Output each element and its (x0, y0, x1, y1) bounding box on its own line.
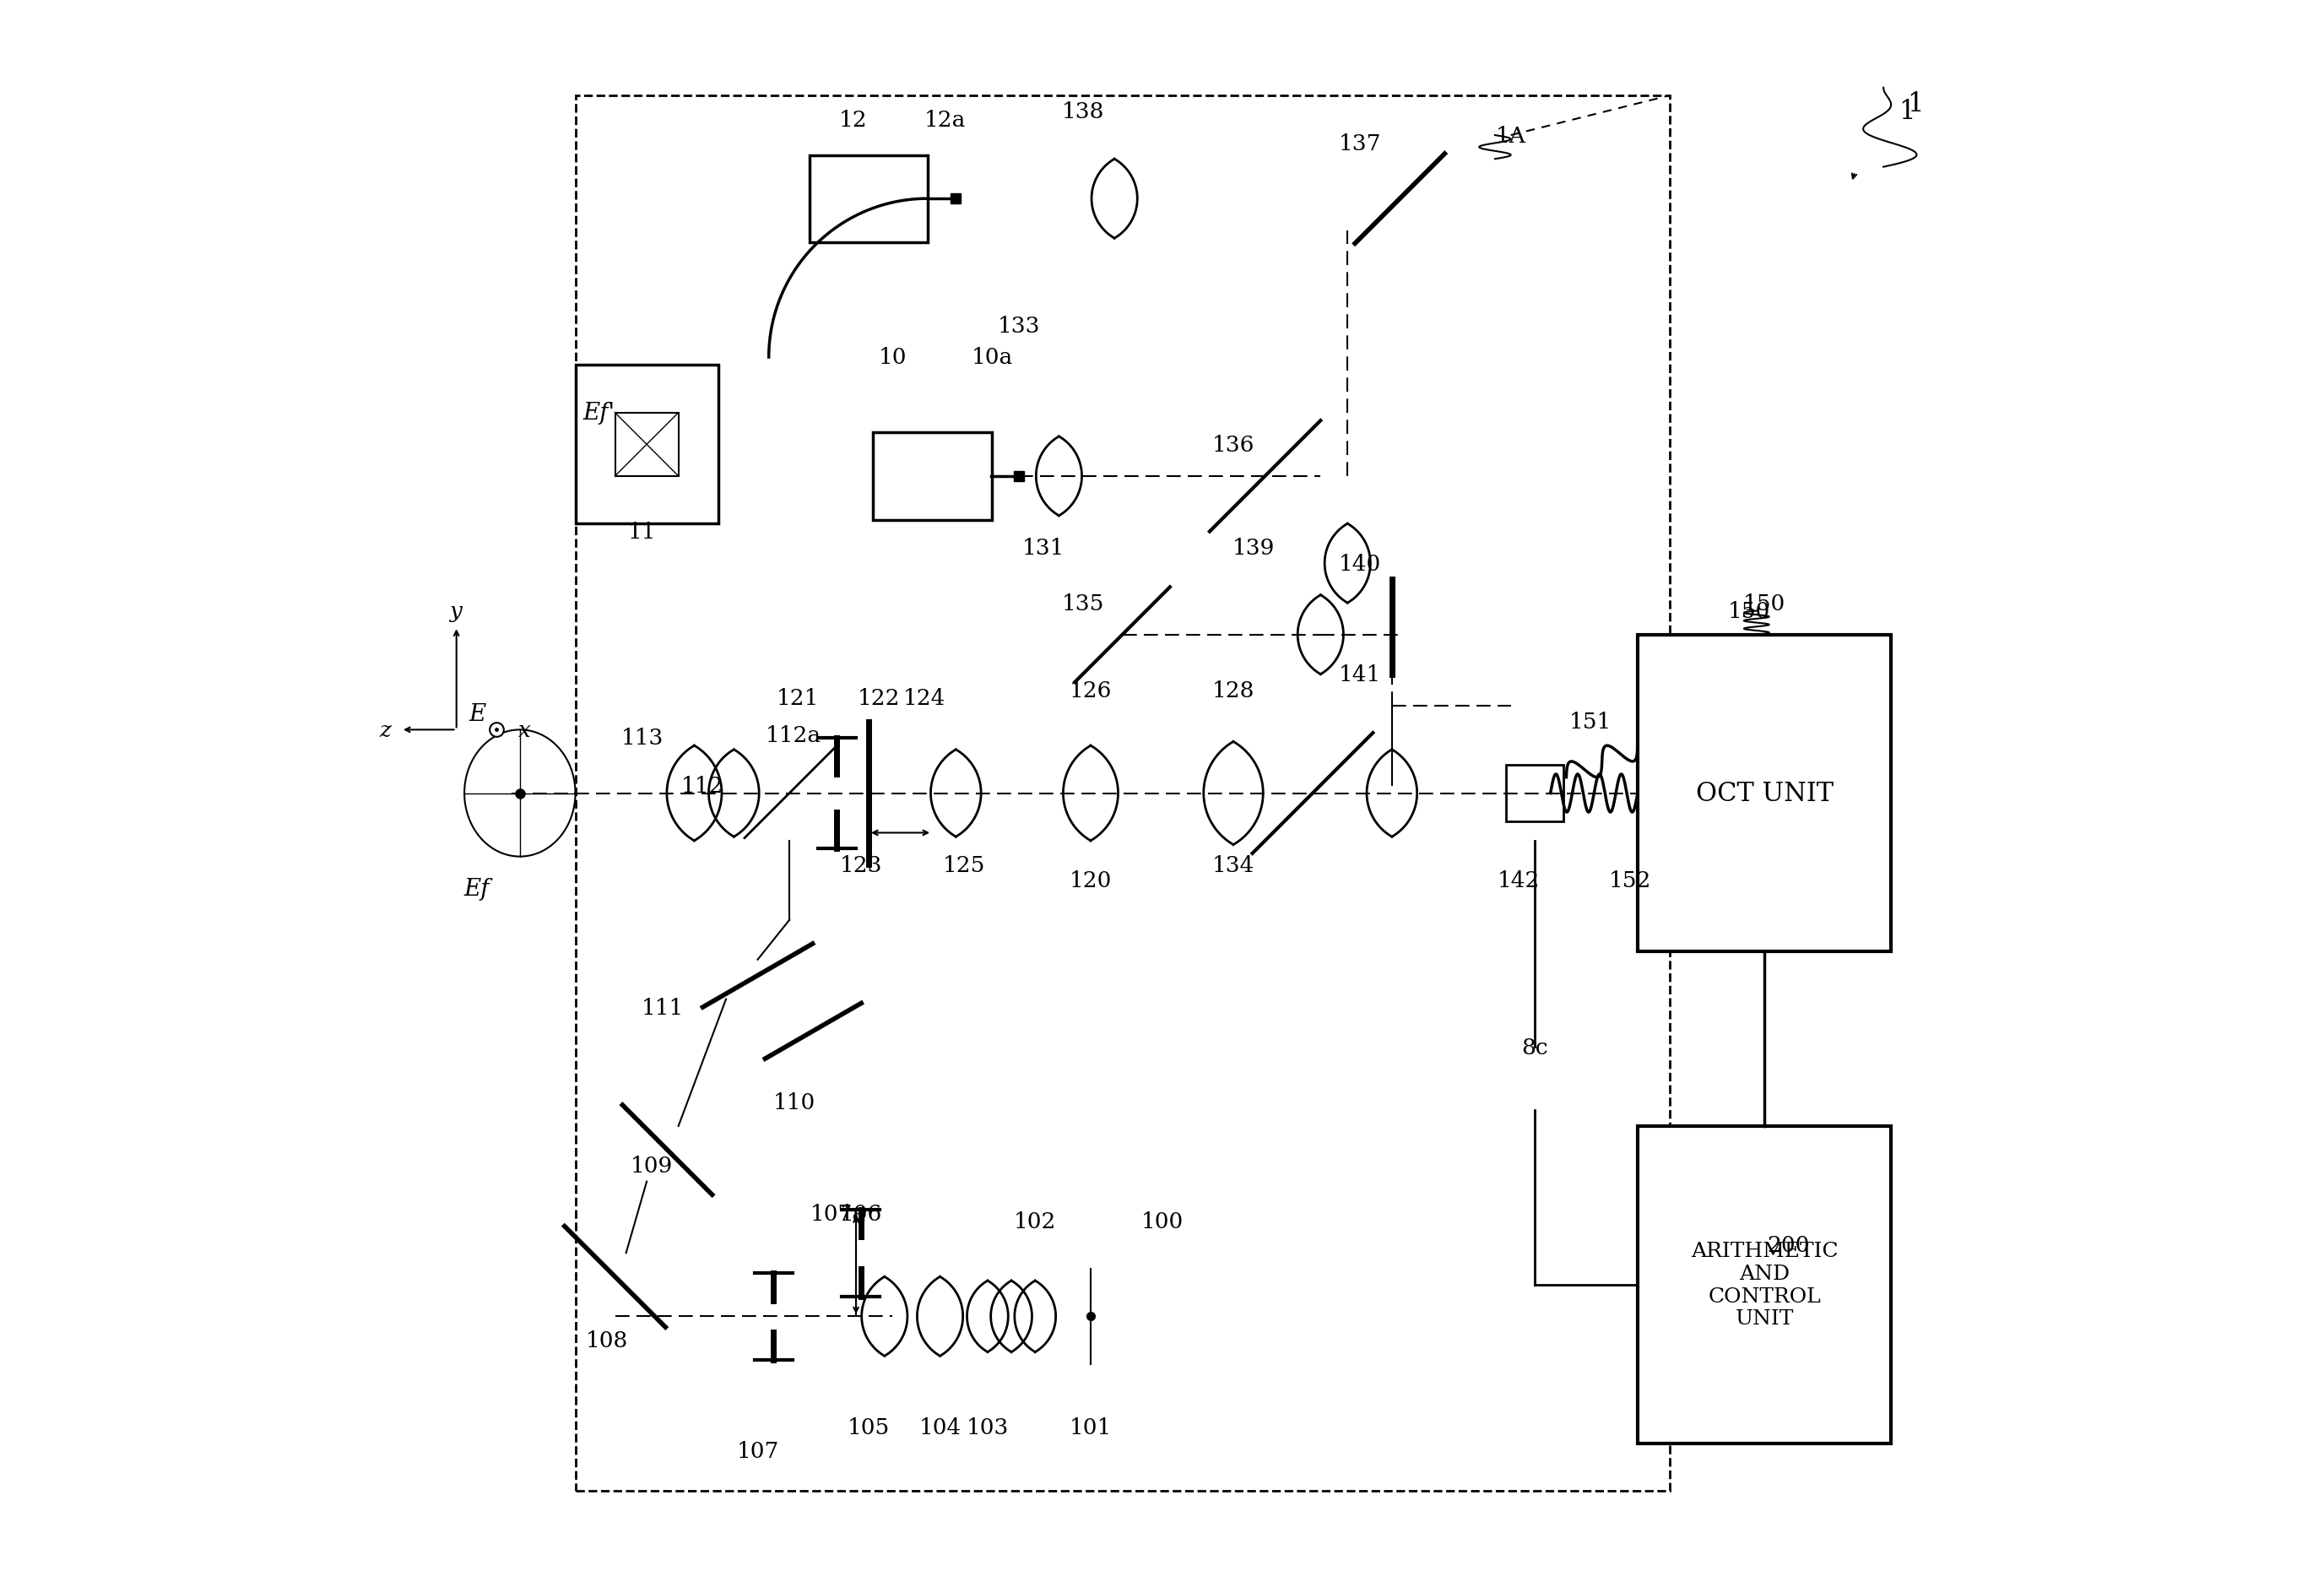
Text: 140: 140 (1339, 554, 1380, 574)
Text: 124: 124 (904, 687, 946, 709)
Text: Ef: Ef (465, 878, 490, 900)
Text: 136: 136 (1213, 435, 1255, 455)
Text: 121: 121 (776, 687, 818, 709)
Text: y: y (451, 601, 462, 622)
FancyBboxPatch shape (616, 413, 679, 476)
Text: OCT UNIT: OCT UNIT (1697, 781, 1834, 806)
Text: 10a: 10a (971, 348, 1013, 368)
Text: 135: 135 (1062, 594, 1104, 614)
Text: ARITHMETIC
AND
CONTROL
UNIT: ARITHMETIC AND CONTROL UNIT (1692, 1241, 1838, 1328)
Text: 12: 12 (839, 110, 867, 130)
Text: E: E (469, 703, 486, 725)
Text: 131: 131 (1023, 538, 1064, 559)
Text: 113: 113 (621, 727, 662, 749)
Text: 123: 123 (839, 854, 883, 876)
Text: 151: 151 (1569, 711, 1611, 733)
Text: 125: 125 (944, 854, 985, 876)
Text: z: z (379, 719, 390, 741)
Text: 1: 1 (1908, 90, 1924, 117)
FancyBboxPatch shape (1638, 1127, 1892, 1443)
Text: 133: 133 (997, 316, 1041, 336)
Text: 138: 138 (1062, 102, 1104, 122)
FancyBboxPatch shape (1638, 635, 1892, 952)
Text: 141: 141 (1339, 663, 1380, 686)
Text: 104: 104 (918, 1417, 962, 1438)
FancyBboxPatch shape (1506, 765, 1564, 822)
Text: 10: 10 (878, 348, 906, 368)
Text: 110: 110 (774, 1092, 816, 1112)
Text: 101: 101 (1069, 1417, 1111, 1438)
FancyBboxPatch shape (872, 433, 992, 521)
Text: 11: 11 (627, 522, 655, 543)
Text: 112a: 112a (765, 724, 820, 746)
Text: 108: 108 (586, 1330, 627, 1351)
Text: 107: 107 (737, 1441, 779, 1462)
Text: 150: 150 (1727, 601, 1771, 622)
Text: 111: 111 (641, 997, 683, 1017)
Text: 134: 134 (1213, 854, 1255, 876)
Text: 150: 150 (1743, 594, 1785, 614)
Text: 12a: 12a (925, 110, 967, 130)
FancyBboxPatch shape (809, 156, 927, 243)
Text: 1: 1 (1899, 98, 1915, 125)
Text: 105: 105 (848, 1417, 890, 1438)
Text: 102: 102 (1013, 1211, 1057, 1232)
FancyBboxPatch shape (576, 365, 718, 524)
Text: 152: 152 (1608, 870, 1650, 892)
Text: 142: 142 (1497, 870, 1541, 892)
Text: 106: 106 (839, 1203, 881, 1224)
Text: 112: 112 (681, 774, 723, 797)
Text: 128: 128 (1213, 679, 1255, 701)
Text: 1A: 1A (1497, 125, 1527, 146)
Text: 100: 100 (1141, 1211, 1183, 1232)
Text: 109: 109 (630, 1155, 672, 1176)
Text: 8c: 8c (1522, 1036, 1548, 1057)
Text: x: x (518, 719, 530, 741)
Text: 120: 120 (1069, 870, 1111, 892)
Text: 137: 137 (1339, 133, 1380, 154)
Text: 126: 126 (1069, 679, 1111, 701)
Text: 139: 139 (1232, 538, 1276, 559)
Text: 103: 103 (967, 1417, 1009, 1438)
Text: 200: 200 (1766, 1235, 1810, 1255)
Text: 107a: 107a (811, 1203, 867, 1224)
Text: 122: 122 (858, 687, 899, 709)
Text: Ef': Ef' (583, 402, 616, 425)
